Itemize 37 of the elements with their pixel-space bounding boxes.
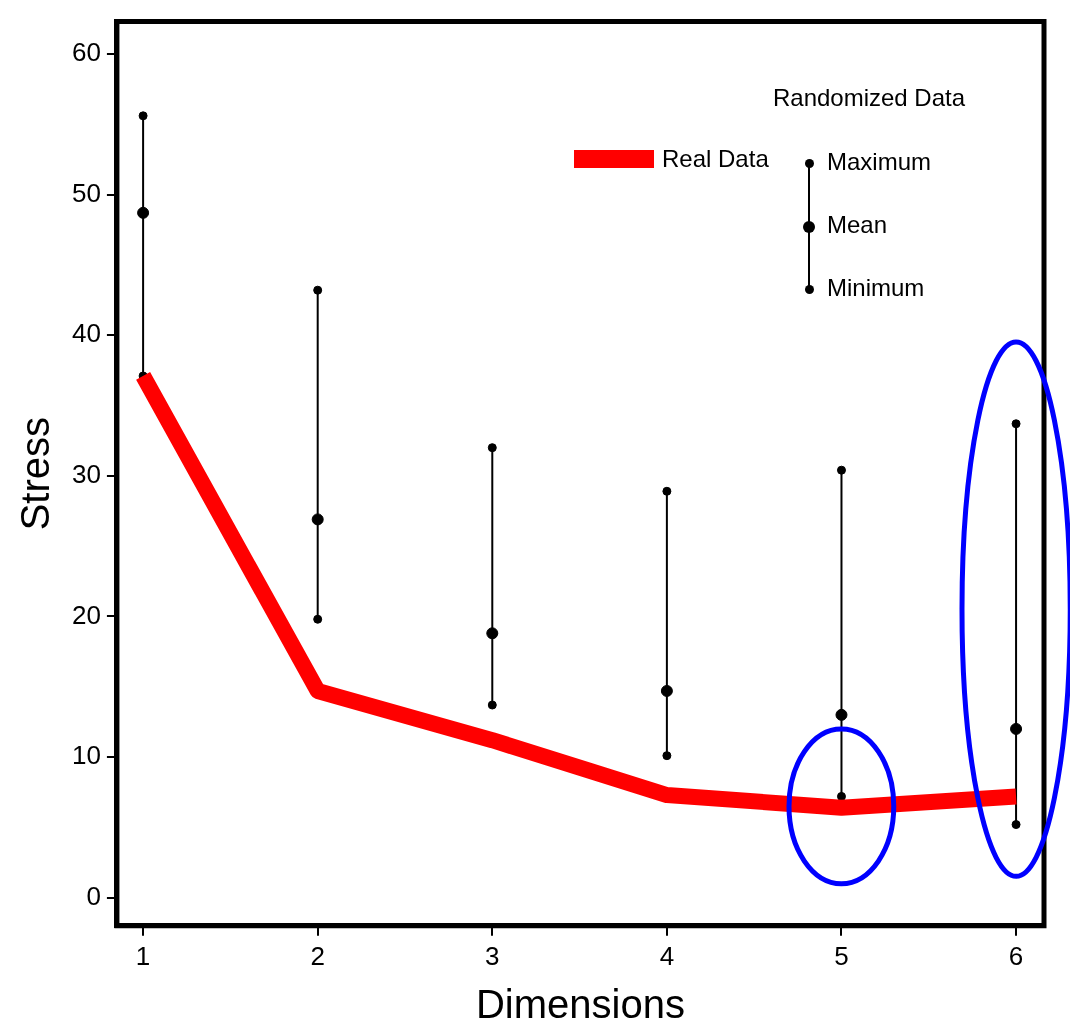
point — [836, 791, 846, 801]
point — [835, 708, 848, 721]
legend-title: Randomized Data — [772, 83, 966, 112]
y-tick-label: 50 — [72, 177, 101, 208]
legend-label: Real Data — [662, 144, 769, 173]
y-tick-label: 60 — [72, 37, 101, 68]
legend-label: Minimum — [827, 273, 925, 302]
y-tick-label: 30 — [72, 458, 101, 489]
point — [662, 486, 672, 496]
point — [138, 111, 148, 121]
point — [1010, 722, 1023, 735]
y-tick-label: 10 — [72, 740, 101, 771]
y-tick-label: 40 — [72, 318, 101, 349]
point — [487, 443, 497, 453]
x-tick-label: 2 — [310, 940, 325, 971]
x-tick-label: 6 — [1008, 940, 1024, 971]
y-axis-title: Stress — [13, 417, 58, 531]
point — [487, 700, 497, 710]
x-axis-title: Dimensions — [475, 982, 685, 1027]
point — [662, 751, 672, 761]
point — [836, 465, 846, 475]
point — [313, 285, 323, 295]
x-tick-label: 1 — [135, 940, 151, 971]
x-tick-label: 5 — [834, 940, 849, 971]
legend-label: Mean — [827, 210, 888, 239]
legend-label: Maximum — [827, 147, 932, 176]
point — [137, 206, 150, 219]
y-tick-label: 20 — [72, 599, 101, 630]
point — [486, 627, 499, 640]
x-tick-label: 4 — [659, 940, 675, 971]
point — [1011, 419, 1021, 429]
point — [313, 614, 323, 624]
point — [311, 513, 324, 526]
point — [1011, 820, 1021, 830]
point — [660, 684, 673, 697]
x-tick-label: 3 — [485, 940, 500, 971]
y-tick-label: 0 — [86, 880, 101, 911]
